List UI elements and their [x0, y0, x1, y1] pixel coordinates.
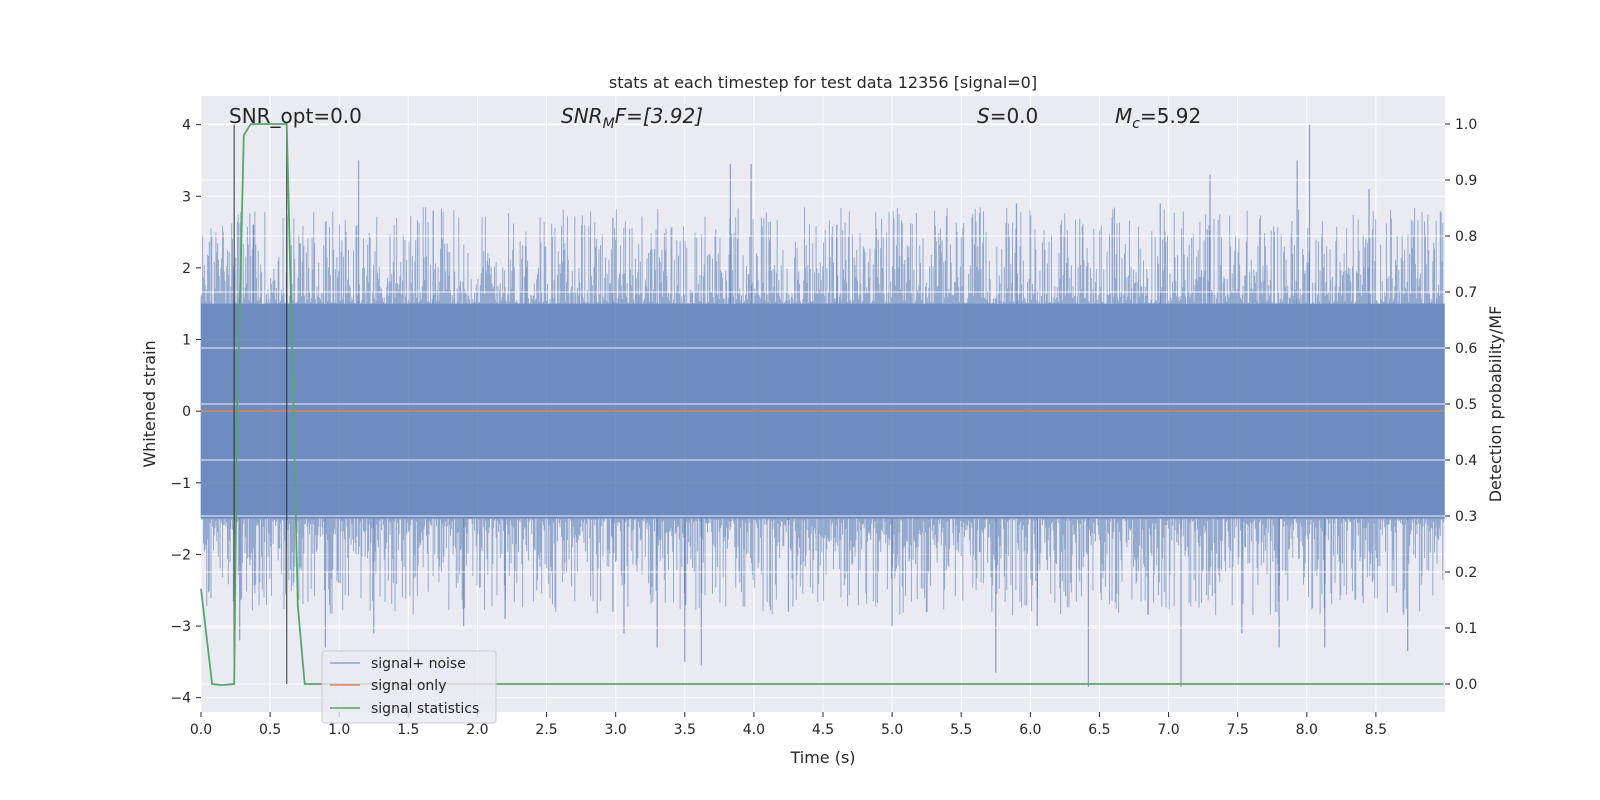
x-tick-label: 6.0	[1019, 722, 1041, 738]
annotation-snr-mf: SNRMF=[3.92]	[561, 104, 703, 132]
annotation-s-label: S	[977, 104, 990, 128]
x-tick-label: 3.5	[674, 722, 696, 738]
annotation-s-value: =0.0	[990, 104, 1039, 128]
annotation-snr-mf-base: SNR	[561, 104, 603, 128]
x-tick-label: 5.0	[881, 722, 903, 738]
annotation-mc-sub: c	[1132, 116, 1140, 132]
left-y-tick-label: 4	[182, 118, 191, 134]
x-tick-label: 1.5	[397, 722, 419, 738]
annotation-mc: Mc=5.92	[1115, 104, 1201, 132]
x-tick-label: 4.0	[743, 722, 765, 738]
noise-trace	[200, 207, 1445, 616]
left-y-axis-label: Whitened strain	[140, 340, 159, 467]
left-y-tick-label: 2	[182, 261, 191, 277]
series-signal-statistics	[200, 123, 1444, 687]
left-y-axis-ticks: 4 3 2 1 0 −1 −2 −3 −4	[170, 118, 201, 707]
left-y-tick-label: 3	[182, 189, 191, 205]
noise-spikes	[239, 124, 1409, 687]
x-tick-label: 8.0	[1296, 722, 1318, 738]
right-y-tick-label: 0.4	[1455, 453, 1477, 469]
left-y-tick-label: −1	[170, 476, 191, 492]
annotation-snr-mf-rest: F=[3.92]	[615, 104, 703, 128]
x-tick-label: 6.5	[1088, 722, 1110, 738]
right-y-tick-label: 0.7	[1455, 285, 1477, 301]
legend-label-signal: signal only	[371, 678, 446, 694]
x-tick-label: 7.5	[1227, 722, 1249, 738]
legend-label-noise: signal+ noise	[371, 656, 466, 672]
chart-title: stats at each timestep for test data 123…	[609, 73, 1037, 92]
right-y-tick-label: 0.5	[1455, 397, 1477, 413]
legend-box	[321, 650, 497, 724]
right-y-tick-label: 0.1	[1455, 621, 1477, 637]
x-tick-label: 1.0	[328, 722, 350, 738]
x-tick-label: 2.5	[535, 722, 557, 738]
right-y-tick-label: 1.0	[1455, 117, 1477, 133]
annotation-s: S=0.0	[977, 104, 1038, 128]
x-tick-label: 0.0	[190, 722, 212, 738]
left-y-tick-label: −3	[170, 619, 191, 635]
x-tick-label: 7.0	[1157, 722, 1179, 738]
annotation-mc-base: M	[1115, 104, 1132, 128]
x-tick-label: 3.0	[605, 722, 627, 738]
event-markers	[233, 124, 288, 684]
right-y-tick-label: 0.0	[1455, 677, 1477, 693]
legend-label-statistics: signal statistics	[371, 701, 479, 717]
x-tick-label: 5.5	[950, 722, 972, 738]
x-tick-label: 2.0	[466, 722, 488, 738]
right-y-tick-label: 0.9	[1455, 173, 1477, 189]
left-y-tick-label: 1	[182, 333, 191, 349]
right-y-axis-label: Detection probability/MF	[1486, 306, 1505, 503]
right-y-tick-label: 0.6	[1455, 341, 1477, 357]
right-y-axis-ticks: 1.0 0.9 0.8 0.7 0.6 0.5 0.4 0.3 0.2 0.1 0.0	[1445, 117, 1477, 693]
left-y-tick-label: −4	[170, 691, 191, 707]
annotation-snr-mf-sub: M	[603, 116, 615, 132]
left-y-tick-label: 0	[182, 404, 191, 420]
right-y-tick-label: 0.2	[1455, 565, 1477, 581]
x-axis-label: Time (s)	[789, 748, 855, 767]
left-y-tick-label: −2	[170, 547, 191, 563]
annotation-mc-value: =5.92	[1140, 104, 1201, 128]
right-y-tick-label: 0.3	[1455, 509, 1477, 525]
annotation-snr-opt: SNR_opt=0.0	[229, 104, 362, 128]
legend: signal+ noise signal only signal statist…	[321, 650, 497, 724]
x-axis-ticks: 0.0 0.5 1.0 1.5 2.0 2.5 3.0 3.5 4.0 4.5 5.0 5.5 6.0 6…	[190, 712, 1387, 738]
x-tick-label: 0.5	[259, 722, 281, 738]
x-tick-label: 4.5	[812, 722, 834, 738]
right-y-tick-label: 0.8	[1455, 229, 1477, 245]
x-tick-label: 8.5	[1365, 722, 1387, 738]
